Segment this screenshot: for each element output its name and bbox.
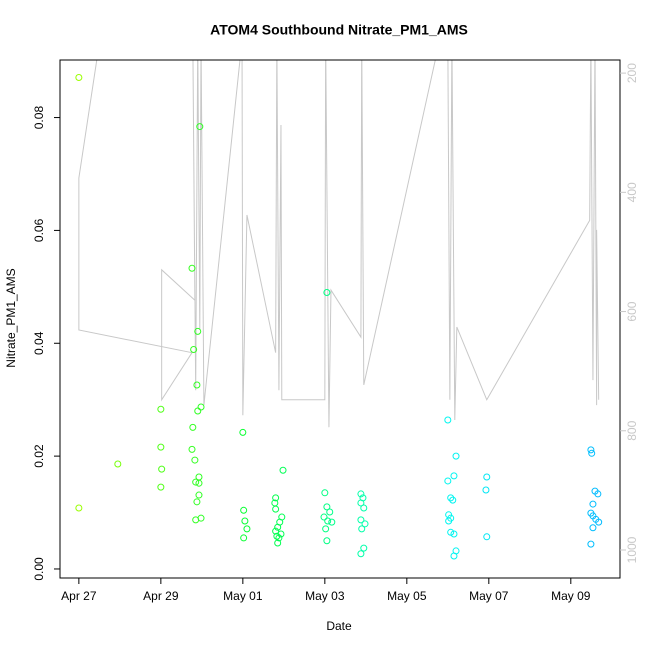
point	[445, 517, 453, 525]
y2-tick-label: 800	[625, 420, 639, 440]
point	[361, 520, 369, 528]
point	[358, 525, 366, 533]
point	[482, 486, 490, 494]
chart-title: ATOM4 Southbound Nitrate_PM1_AMS	[210, 22, 468, 38]
point	[239, 428, 247, 436]
y-tick-label: 0.00	[32, 557, 46, 581]
point	[240, 534, 248, 542]
y2-tick-label: 1000	[625, 536, 639, 563]
point	[193, 498, 201, 506]
point	[114, 460, 122, 468]
x-tick-label: May 09	[551, 589, 591, 603]
point	[483, 533, 491, 541]
y-tick-label: 0.02	[32, 444, 46, 468]
point	[157, 443, 165, 451]
point	[272, 505, 280, 513]
point	[194, 407, 202, 415]
point	[188, 445, 196, 453]
point	[188, 264, 196, 272]
x-tick-label: Apr 27	[61, 589, 97, 603]
line-layer	[78, 60, 600, 428]
point	[589, 500, 597, 508]
point	[587, 446, 595, 454]
point	[192, 516, 200, 524]
point	[194, 327, 202, 335]
point	[357, 499, 365, 507]
point	[450, 530, 458, 538]
point	[321, 489, 329, 497]
x-axis-label: Date	[326, 619, 352, 633]
point	[191, 456, 199, 464]
point	[447, 494, 455, 502]
point	[323, 537, 331, 545]
point	[589, 524, 597, 532]
point	[444, 416, 452, 424]
x-tick-label: May 03	[305, 589, 345, 603]
point	[595, 518, 603, 526]
point	[323, 288, 331, 296]
point	[324, 517, 332, 525]
y2-tick-label: 200	[625, 63, 639, 83]
point	[587, 540, 595, 548]
point	[357, 490, 365, 498]
point	[272, 527, 280, 535]
point	[323, 503, 331, 511]
point	[450, 552, 458, 560]
point	[326, 508, 334, 516]
point	[452, 452, 460, 460]
point	[158, 465, 166, 473]
point	[279, 466, 287, 474]
plot-frame	[59, 59, 621, 579]
y-tick-label: 0.04	[32, 331, 46, 355]
line	[78, 60, 600, 428]
point	[360, 504, 368, 512]
point	[447, 528, 455, 536]
point	[320, 513, 328, 521]
y-tick-label: 0.08	[32, 106, 46, 130]
point	[483, 473, 491, 481]
point	[157, 405, 165, 413]
point	[240, 506, 248, 514]
point	[243, 525, 251, 533]
point	[192, 478, 200, 486]
point	[449, 496, 457, 504]
point	[75, 73, 83, 81]
point	[588, 449, 596, 457]
x-tick-label: Apr 29	[143, 589, 179, 603]
point	[450, 472, 458, 480]
point	[157, 483, 165, 491]
point	[193, 381, 201, 389]
point	[274, 539, 282, 547]
x-tick-label: May 01	[223, 589, 263, 603]
y2-tick-label: 600	[625, 301, 639, 321]
y-axis-label: Nitrate_PM1_AMS	[4, 268, 18, 367]
point	[357, 550, 365, 558]
point	[75, 504, 83, 512]
y2-tick-label: 400	[625, 182, 639, 202]
point	[189, 423, 197, 431]
point	[196, 123, 204, 131]
point	[274, 523, 282, 531]
point	[275, 534, 283, 542]
point	[273, 532, 281, 540]
point	[360, 544, 368, 552]
point-layer	[75, 73, 603, 560]
point	[195, 491, 203, 499]
point	[277, 530, 285, 538]
x-tick-label: May 07	[469, 589, 509, 603]
point	[241, 517, 249, 525]
point	[594, 490, 602, 498]
x-tick-label: May 05	[387, 589, 427, 603]
point	[357, 516, 365, 524]
point	[190, 345, 198, 353]
point	[444, 477, 452, 485]
point	[195, 479, 203, 487]
point	[272, 494, 280, 502]
point	[328, 518, 336, 526]
point	[322, 525, 330, 533]
y-tick-label: 0.06	[32, 218, 46, 242]
